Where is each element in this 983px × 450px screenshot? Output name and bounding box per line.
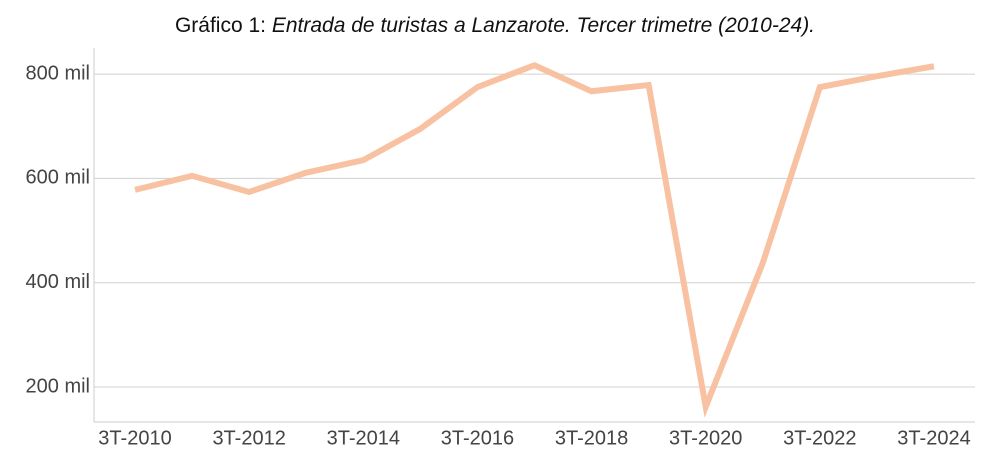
x-tick-label: 3T-2010 [98,427,171,449]
y-tick-label: 200 mil [26,375,90,397]
x-tick-label: 3T-2018 [555,427,628,449]
chart-title: Gráfico 1: Entrada de turistas a Lanzaro… [175,14,815,37]
x-tick-label: 3T-2016 [441,427,514,449]
x-tick-label: 3T-2014 [327,427,400,449]
y-tick-label: 600 mil [26,167,90,189]
x-tick-label: 3T-2020 [669,427,742,449]
y-tick-label: 400 mil [26,271,90,293]
x-tick-label: 3T-2012 [212,427,285,449]
x-tick-label: 3T-2022 [783,427,856,449]
line-series [134,61,935,418]
x-tick-label: 3T-2024 [897,427,970,449]
title-text: Entrada de turistas a Lanzarote. Tercer … [272,14,815,37]
title-prefix: Gráfico 1: [175,14,266,37]
y-tick-label: 800 mil [26,62,90,84]
